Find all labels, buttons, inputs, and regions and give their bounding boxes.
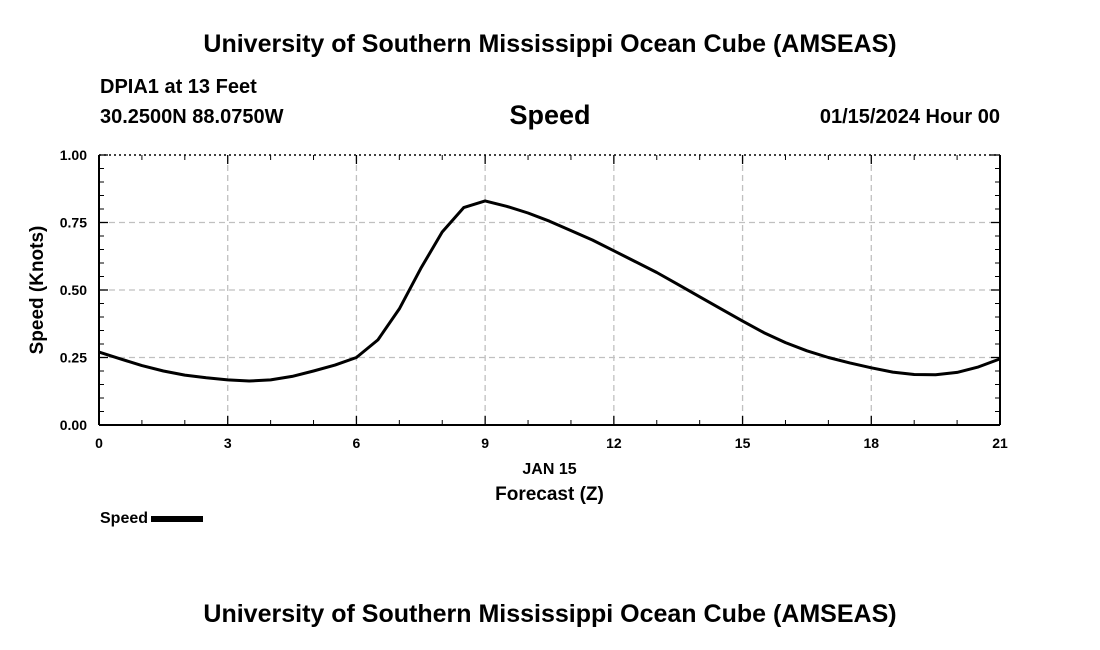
y-tick-label: 0.50: [60, 282, 87, 298]
y-tick-label: 0.75: [60, 215, 87, 231]
y-tick-label: 1.00: [60, 147, 87, 163]
y-axis-label: Speed (Knots): [27, 226, 48, 355]
x-tick-label: 12: [606, 435, 622, 451]
y-tick-label: 0.00: [60, 417, 87, 433]
footer-title: University of Southern Mississippi Ocean…: [203, 600, 897, 628]
legend: Speed: [100, 510, 204, 528]
x-axis-label: Forecast (Z): [495, 484, 604, 505]
legend-label: Speed: [100, 510, 149, 527]
legend-swatch: [151, 516, 204, 522]
x-tick-label: 18: [863, 435, 879, 451]
coordinates-label: 30.2500N 88.0750W: [100, 106, 284, 128]
x-tick-label: 0: [95, 435, 103, 451]
speed-series-line: [98, 199, 1001, 383]
x-tick-label: 21: [992, 435, 1008, 451]
x-tick-label: 15: [735, 435, 751, 451]
y-tick-label: 0.25: [60, 350, 87, 366]
chart-title: Speed: [509, 100, 591, 130]
x-tick-label: 6: [353, 435, 361, 451]
station-label: DPIA1 at 13 Feet: [100, 76, 257, 98]
x-tick-label: 9: [481, 435, 489, 451]
datetime-label: 01/15/2024 Hour 00: [819, 106, 1000, 128]
x-axis-date-label: JAN 15: [522, 461, 576, 478]
page-title: University of Southern Mississippi Ocean…: [203, 30, 897, 58]
x-tick-label: 3: [224, 435, 232, 451]
